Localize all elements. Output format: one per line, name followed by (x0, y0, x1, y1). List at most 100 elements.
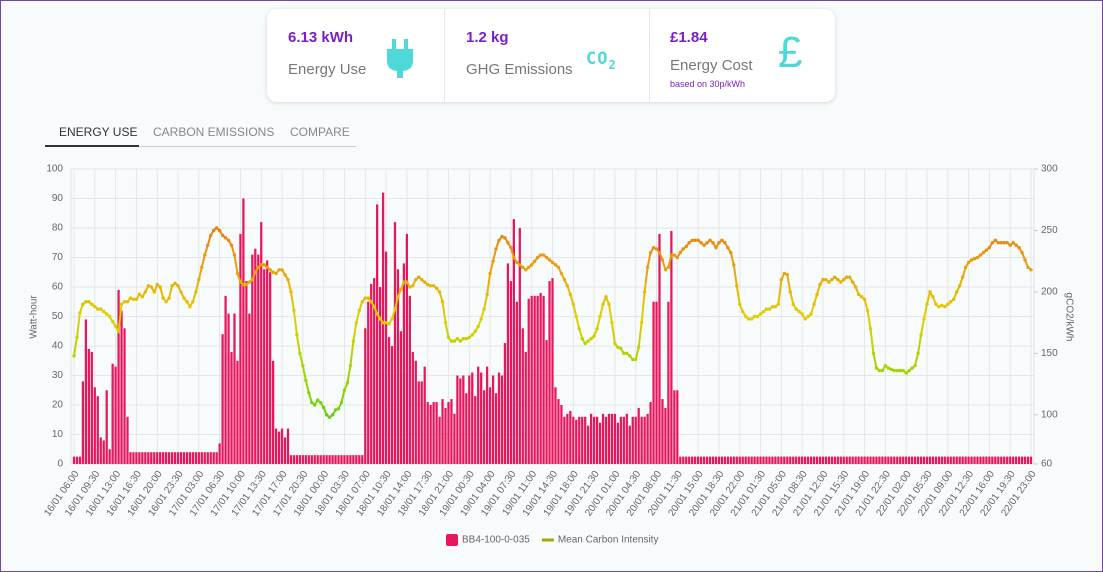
bar (905, 456, 908, 464)
bar (860, 456, 863, 464)
line-point (191, 300, 195, 304)
legend-label: Mean Carbon Intensity (558, 535, 659, 546)
tab[interactable]: ENERGY USE (59, 125, 138, 139)
line-point (862, 297, 867, 301)
line-point (396, 295, 400, 299)
bar (824, 456, 828, 464)
bar (173, 452, 177, 464)
bar (985, 456, 988, 464)
bar (236, 360, 239, 464)
bar (153, 452, 156, 464)
bar (337, 455, 340, 464)
bar (801, 456, 804, 464)
line-point (500, 234, 504, 239)
line-point (137, 292, 142, 297)
line-point (220, 233, 225, 238)
line-point (651, 245, 656, 250)
line-point (417, 275, 421, 279)
y2-tick-label: 300 (1041, 164, 1058, 175)
bar (280, 428, 284, 464)
line-point (1029, 268, 1033, 272)
line-point (333, 408, 338, 412)
bar (979, 456, 982, 464)
bar (973, 456, 976, 464)
line-point (93, 304, 97, 309)
bar (783, 456, 786, 464)
bar (426, 402, 429, 464)
bar (661, 399, 664, 464)
bar (209, 452, 212, 464)
line-point (803, 317, 807, 321)
line-point (809, 312, 813, 316)
y-tick-label: 100 (46, 164, 63, 175)
bar (735, 456, 738, 464)
bar (937, 456, 940, 464)
bar (961, 456, 964, 464)
bar (910, 456, 914, 464)
bar (872, 456, 875, 464)
line-point (339, 400, 344, 405)
bar (928, 456, 932, 464)
line-point (818, 282, 822, 287)
bar (1006, 456, 1009, 464)
bar (613, 413, 617, 464)
line-point (134, 297, 139, 301)
line-point (607, 302, 611, 306)
tab[interactable]: COMPARE (290, 125, 350, 139)
line-point (372, 304, 376, 309)
line-point (559, 271, 564, 276)
line-point (161, 296, 165, 300)
line-point (999, 241, 1003, 245)
line-point (788, 290, 792, 294)
bar (310, 455, 313, 464)
line-point (125, 300, 130, 304)
bar (126, 416, 129, 464)
line-point (963, 265, 968, 270)
co2-sub: 2 (608, 58, 617, 72)
line-point (78, 311, 82, 315)
bar (1026, 456, 1030, 464)
bar (108, 449, 111, 464)
line-point (354, 320, 359, 325)
line-point (776, 302, 781, 306)
line-point (206, 243, 210, 247)
line-point (256, 265, 260, 270)
bar (803, 456, 807, 464)
line-point (209, 233, 213, 238)
line-point (390, 317, 394, 321)
bar (702, 456, 706, 464)
line-point (316, 398, 320, 402)
line-point (173, 281, 177, 286)
bar (378, 287, 382, 464)
line-point (262, 263, 266, 267)
bar (741, 456, 744, 464)
line-point (280, 268, 284, 272)
bar (325, 455, 328, 464)
line-point (966, 260, 971, 265)
bar (595, 416, 599, 464)
bar (316, 455, 319, 464)
bar (289, 455, 293, 464)
ghg-value: 1.2 kg (466, 29, 509, 46)
line-point (283, 273, 287, 277)
line-point (631, 357, 635, 362)
line-point (636, 345, 641, 349)
bar (1020, 456, 1024, 464)
line-point (440, 300, 445, 304)
bar (277, 431, 281, 464)
line-point (568, 292, 573, 297)
bar (533, 295, 536, 464)
line-point (580, 336, 584, 341)
line-point (482, 307, 486, 311)
bar (165, 452, 168, 464)
line-point (244, 282, 249, 287)
line-point (773, 304, 778, 309)
line-point (152, 290, 156, 294)
line-point (850, 280, 855, 284)
bar (893, 456, 896, 464)
tab[interactable]: CARBON EMISSIONS (153, 125, 275, 139)
line-point (330, 413, 335, 417)
bar (343, 455, 346, 464)
y-tick-label: 30 (52, 370, 64, 381)
line-point (812, 302, 816, 306)
